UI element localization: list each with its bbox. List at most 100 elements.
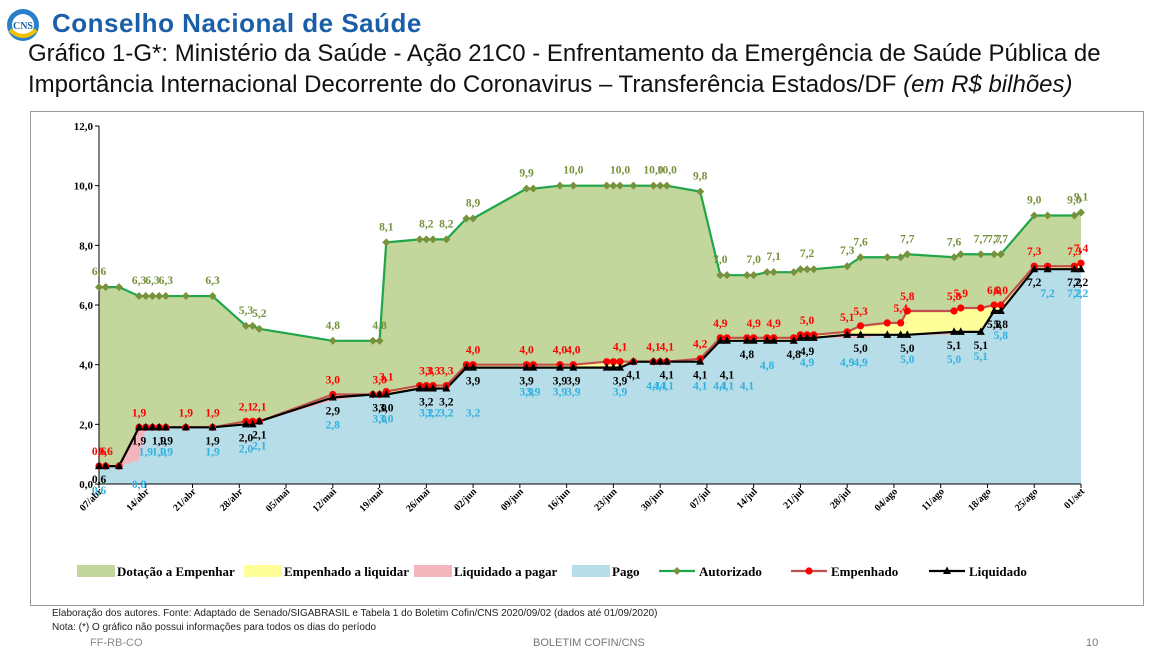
label-empenhado: 4,0 xyxy=(553,345,568,357)
label-empenhado: 7,3 xyxy=(1067,246,1082,258)
marker-liquidado xyxy=(161,422,170,431)
label-pago: 4,1 xyxy=(646,381,661,393)
marker-autorizado xyxy=(181,292,190,301)
label-autorizado: 6,3 xyxy=(205,275,220,287)
label-autorizado: 9,0 xyxy=(1067,195,1082,207)
label-liquidado: 3,9 xyxy=(566,376,581,388)
marker-liquidado xyxy=(996,306,1005,314)
label-pago: 3,2 xyxy=(466,408,481,420)
label-pago: 3,0 xyxy=(379,414,394,426)
label-autorizado: 7,6 xyxy=(853,236,868,248)
label-pago: 3,9 xyxy=(526,387,541,399)
marker-liquidado xyxy=(1077,264,1085,273)
marker-liquidado xyxy=(896,330,905,338)
legend-marker xyxy=(805,567,813,575)
marker-liquidado xyxy=(208,422,217,431)
marker-liquidado xyxy=(1043,264,1052,273)
marker-liquidado xyxy=(328,392,337,401)
marker-autorizado xyxy=(796,265,805,274)
label-liquidado: 3,9 xyxy=(553,376,568,388)
marker-liquidado xyxy=(148,422,157,431)
y-tick-label: 8,0 xyxy=(79,240,93,252)
marker-autorizado xyxy=(155,292,164,301)
label-pago: 5,8 xyxy=(994,330,1009,342)
label-liquidado: 1,9 xyxy=(132,435,147,447)
y-tick-label: 2,0 xyxy=(79,419,93,431)
label-autorizado: 10,0 xyxy=(643,165,663,177)
legend-label: Pago xyxy=(612,564,639,579)
marker-liquidado xyxy=(769,336,778,344)
marker-liquidado xyxy=(903,330,912,338)
marker-empenhado xyxy=(977,304,985,312)
y-tick-label: 4,0 xyxy=(79,360,93,372)
marker-liquidado xyxy=(569,363,578,371)
marker-autorizado xyxy=(722,271,731,280)
label-autorizado: 7,6 xyxy=(947,236,962,248)
label-autorizado: 4,8 xyxy=(326,320,341,332)
org-name: Conselho Nacional de Saúde xyxy=(52,8,422,38)
marker-autorizado xyxy=(1043,211,1052,220)
marker-liquidado xyxy=(368,390,377,398)
marker-autorizado xyxy=(462,214,471,223)
marker-liquidado xyxy=(616,363,625,371)
legend-marker xyxy=(943,566,951,574)
marker-autorizado xyxy=(529,184,538,193)
label-liquidado: 3,0 xyxy=(379,403,394,415)
label-pago: 5,0 xyxy=(900,354,915,366)
y-tick-label: 10,0 xyxy=(74,181,94,193)
marker-autorizado xyxy=(696,187,705,196)
x-tick-label: 30/jun xyxy=(639,486,666,513)
label-pago: 1,9 xyxy=(159,446,174,458)
x-tick-label: 23/jun xyxy=(592,486,619,513)
marker-autorizado xyxy=(255,324,264,333)
label-pago: 4,9 xyxy=(840,357,855,369)
footer-left: FF-RB-CO xyxy=(90,637,143,649)
marker-autorizado xyxy=(415,235,424,244)
label-empenhado: 5,8 xyxy=(900,291,915,303)
label-pago: 4,1 xyxy=(660,381,675,393)
label-pago: 7,2 xyxy=(1067,288,1082,300)
label-autorizado: 9,1 xyxy=(1074,192,1089,204)
label-liquidado: 1,9 xyxy=(205,435,220,447)
marker-empenhado xyxy=(903,307,911,315)
label-autorizado: 6,3 xyxy=(159,275,174,287)
legend-marker xyxy=(673,567,681,575)
legend-swatch xyxy=(414,565,452,577)
x-tick-label: 04/ago xyxy=(873,486,900,513)
label-liquidado: 5,1 xyxy=(947,340,962,352)
marker-liquidado xyxy=(382,390,391,398)
label-empenhado: 7,4 xyxy=(1074,243,1089,255)
label-pago: 1,9 xyxy=(205,446,220,458)
label-empenhado: 1,9 xyxy=(205,407,220,419)
label-empenhado: 4,1 xyxy=(646,342,661,354)
marker-autorizado xyxy=(789,268,798,277)
marker-liquidado xyxy=(375,390,384,398)
x-tick-label: 16/jun xyxy=(546,486,573,513)
x-tick-label: 11/ago xyxy=(920,486,947,513)
marker-liquidado xyxy=(602,363,611,371)
marker-autorizado xyxy=(422,235,431,244)
marker-autorizado xyxy=(375,336,384,345)
label-liquidado: 3,9 xyxy=(519,376,534,388)
label-liquidado: 4,8 xyxy=(740,349,755,361)
label-autorizado: 6,6 xyxy=(92,266,107,278)
label-pago: 0,6 xyxy=(92,485,107,497)
legend-item: Autorizado xyxy=(659,564,762,579)
marker-autorizado xyxy=(976,250,985,259)
marker-autorizado xyxy=(522,184,531,193)
label-autorizado: 7,7 xyxy=(994,233,1009,245)
label-autorizado: 8,9 xyxy=(466,197,481,209)
marker-autorizado xyxy=(809,265,818,274)
marker-empenhado xyxy=(856,322,865,330)
label-liquidado: 7,2 xyxy=(1074,277,1089,289)
x-tick-label: 02/jun xyxy=(452,486,479,513)
marker-autorizado xyxy=(716,271,725,280)
marker-autorizado xyxy=(856,253,865,262)
marker-liquidado xyxy=(255,416,264,425)
source-note: Elaboração dos autores. Fonte: Adaptado … xyxy=(52,608,658,619)
marker-liquidado xyxy=(722,336,731,344)
marker-autorizado xyxy=(101,283,110,292)
label-empenhado: 6,0 xyxy=(987,285,1002,297)
label-empenhado: 1,9 xyxy=(132,407,147,419)
label-autorizado: 9,0 xyxy=(1027,195,1042,207)
